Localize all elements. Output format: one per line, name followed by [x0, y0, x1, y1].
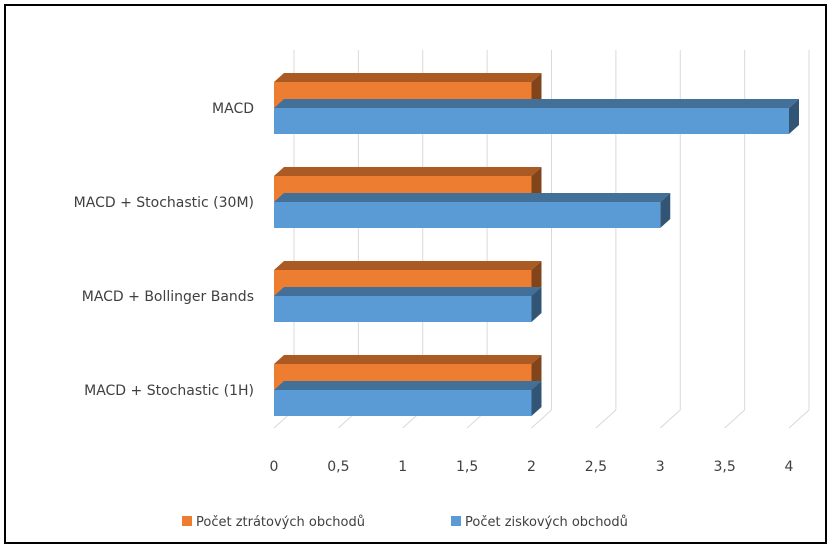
x-tick-label: 1 [398, 459, 407, 475]
x-tick-label: 3,5 [713, 459, 735, 475]
bar-top-face [274, 193, 671, 202]
bar-top-face [274, 167, 542, 176]
legend-item-pocet-ziskovych-obchodu: Počet ziskových obchodů [451, 515, 628, 530]
bar-pocet-ziskovych-obchodu-macd-stochastic-30m [274, 193, 671, 228]
legend-label: Počet ztrátových obchodů [196, 515, 365, 530]
bar-side-face [531, 381, 542, 416]
chart-svg: MACD MACD + Stochastic (30M) MACD + Bollin… [74, 50, 810, 530]
gridline-floor [659, 409, 681, 429]
bars [274, 73, 799, 416]
x-tick-label: 0,5 [327, 459, 349, 475]
bar-top-face [274, 355, 542, 364]
bar-top-face [274, 261, 542, 270]
x-tick-label: 0 [270, 459, 279, 475]
bar-front-face [274, 202, 661, 228]
bar-front-face [274, 108, 789, 134]
bar-top-face [274, 73, 542, 82]
bar-side-face [660, 193, 671, 228]
category-labels: MACD MACD + Stochastic (30M) MACD + Bollin… [74, 101, 254, 399]
legend: Počet ztrátových obchodů Počet ziskových … [182, 515, 628, 530]
legend-item-pocet-ztratovych-obchodu: Počet ztrátových obchodů [182, 515, 365, 530]
gridline-floor [531, 409, 552, 429]
gridline-floor [724, 409, 745, 429]
chart-frame: MACD MACD + Stochastic (30M) MACD + Bollin… [4, 4, 827, 544]
bar-pocet-ziskovych-obchodu-macd [274, 99, 799, 134]
category-label: MACD [212, 101, 254, 117]
category-label: MACD + Stochastic (30M) [74, 195, 254, 211]
x-tick-label: 1,5 [456, 459, 478, 475]
legend-label: Počet ziskových obchodů [465, 515, 628, 530]
category-label: MACD + Stochastic (1H) [84, 383, 254, 399]
x-tick-label: 2 [527, 459, 536, 475]
bar-pocet-ziskovych-obchodu-macd-bollinger-bands [274, 287, 542, 322]
category-label: MACD + Bollinger Bands [82, 289, 254, 305]
x-tick-labels: 0 0,5 1 1,5 2 2,5 3 3,5 4 [270, 459, 794, 475]
bar-top-face [274, 99, 799, 108]
gridline-floor [595, 409, 617, 429]
bar-front-face [274, 296, 532, 322]
legend-swatch [451, 516, 461, 526]
bar-pocet-ziskovych-obchodu-macd-stochastic-1h [274, 381, 542, 416]
x-tick-label: 3 [656, 459, 665, 475]
bar-front-face [274, 390, 532, 416]
x-tick-label: 2,5 [585, 459, 607, 475]
bar-side-face [531, 287, 542, 322]
gridline-floor [788, 409, 810, 429]
bar-side-face [789, 99, 799, 134]
bar-top-face [274, 381, 542, 390]
x-tick-label: 4 [785, 459, 794, 475]
bar-top-face [274, 287, 542, 296]
legend-swatch [182, 516, 192, 526]
